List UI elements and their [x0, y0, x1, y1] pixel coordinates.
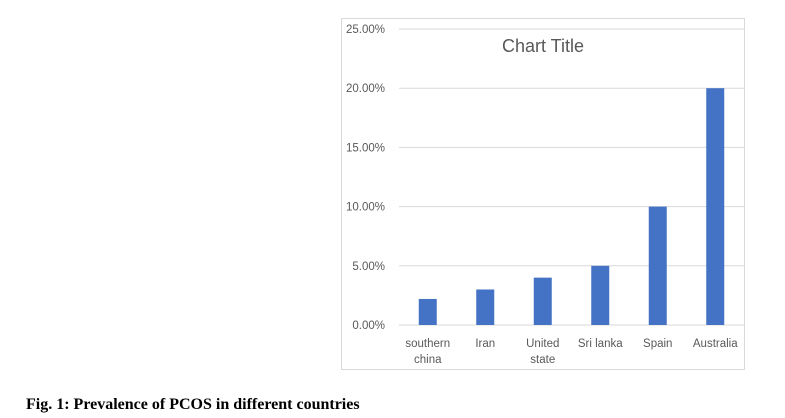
chart-container: 0.00% 5.00% 10.00% 15.00% 20.00% 25.00% Chart … [341, 18, 745, 370]
bar [706, 88, 725, 325]
y-tick-label: 5.00% [352, 261, 385, 273]
bar-chart: 0.00% 5.00% 10.00% 15.00% 20.00% 25.00% Chart … [346, 24, 744, 366]
bar [533, 277, 552, 325]
x-tick-label: Iran [475, 338, 495, 350]
bar [476, 289, 495, 325]
y-tick-label: 20.00% [346, 83, 385, 95]
bar [648, 206, 667, 325]
x-tick-label: Australia [693, 338, 738, 350]
y-tick-label: 0.00% [352, 320, 385, 332]
y-tick-label: 25.00% [346, 24, 385, 36]
y-tick-label: 15.00% [346, 142, 385, 154]
y-tick-label: 10.00% [346, 202, 385, 214]
chart-title: Chart Title [502, 36, 584, 56]
bar [591, 265, 610, 325]
x-tick-label: southern china [405, 338, 450, 366]
x-tick-label: Sri lanka [578, 338, 623, 350]
figure-caption: Fig. 1: Prevalence of PCOS in different … [26, 396, 360, 413]
x-tick-label: United state [526, 338, 559, 366]
bar [418, 298, 437, 325]
x-tick-label: Spain [643, 338, 672, 350]
